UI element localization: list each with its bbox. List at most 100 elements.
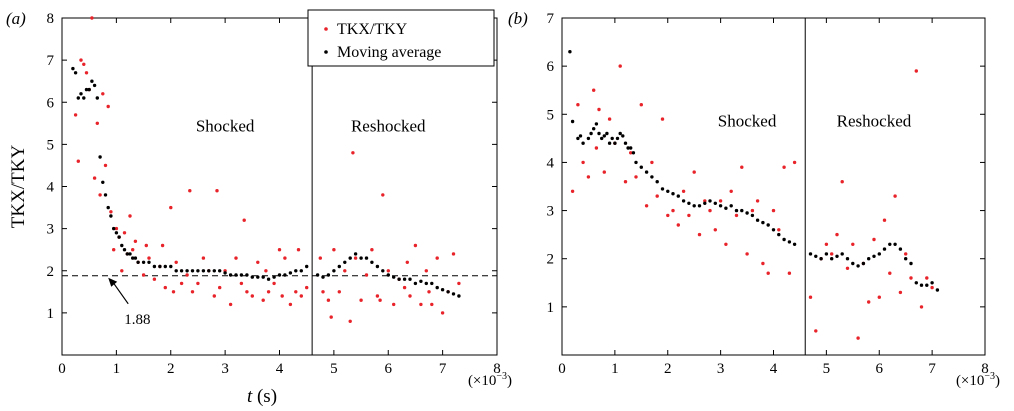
- panel-a-point: [71, 66, 75, 71]
- panel-b-point: [814, 254, 818, 258]
- panel-b-point: [634, 175, 638, 179]
- panel-a-xtick-label: 3: [221, 361, 229, 377]
- panel-b-point: [623, 180, 628, 184]
- panel-b-point: [623, 141, 628, 145]
- panel-a-point: [114, 231, 119, 235]
- panel-a-reference-annotation: 1.88: [124, 312, 150, 328]
- panel-a-point: [427, 290, 431, 294]
- panel-b-point: [708, 208, 712, 213]
- panel-a-point: [283, 273, 287, 277]
- panel-a-point: [343, 269, 347, 273]
- panel-a-point: [397, 277, 401, 281]
- panel-b-point: [631, 151, 636, 155]
- panel-b-point: [930, 281, 934, 285]
- panel-a-point: [163, 264, 167, 269]
- panel-a-xtick-label: 2: [167, 361, 175, 377]
- panel-a-point: [440, 288, 445, 292]
- panel-a-point: [451, 292, 456, 296]
- panel-a-point: [381, 193, 385, 197]
- panel-a-point: [98, 193, 102, 197]
- panel-b-point: [734, 208, 739, 213]
- panel-a-point: [73, 113, 78, 117]
- panel-b-point: [687, 201, 691, 205]
- panel-a-point: [144, 243, 148, 248]
- panel-a-ytick-label: 4: [47, 180, 55, 196]
- panel-a-point: [375, 294, 380, 298]
- panel-a-point: [131, 248, 135, 252]
- panel-b-plot-frame: [561, 17, 986, 356]
- panel-a-point: [174, 260, 178, 264]
- panel-a-point: [277, 273, 282, 277]
- panel-a-point: [207, 269, 211, 273]
- panel-b-point: [877, 252, 881, 256]
- panel-b-point: [782, 165, 786, 169]
- panel-b-ytick-label: 5: [547, 107, 555, 123]
- panel-a-series-tkx-tky: [73, 16, 461, 323]
- panel-b-point: [605, 131, 609, 136]
- panel-b-point: [660, 117, 665, 121]
- panel-a-point: [169, 264, 173, 269]
- panel-b-point: [755, 218, 760, 222]
- panel-b-x-multiplier: (×10−3): [956, 371, 1000, 389]
- panel-a-point: [424, 269, 428, 273]
- panel-b-point: [697, 204, 702, 208]
- panel-b-point: [856, 336, 860, 340]
- panel-b-point: [589, 131, 593, 136]
- panel-a-point: [321, 290, 325, 294]
- panel-b-point: [581, 141, 585, 145]
- panel-b-point: [639, 165, 643, 169]
- panel-b-xtick-label: 3: [717, 361, 725, 377]
- panel-a-point: [329, 315, 333, 319]
- panel-a-point: [185, 273, 189, 277]
- panel-b-point: [914, 69, 918, 73]
- panel-a-point: [114, 226, 119, 231]
- panel-b-point: [840, 252, 844, 256]
- panel-b-point: [771, 208, 776, 213]
- panel-a-point: [266, 290, 271, 294]
- panel-a-point: [190, 269, 195, 273]
- panel-b-point: [766, 223, 770, 227]
- panel-b-point: [888, 271, 892, 275]
- panel-b-point: [861, 261, 866, 266]
- panel-a-point: [348, 319, 352, 323]
- panel-b-point: [745, 252, 749, 256]
- panel-a-point: [212, 269, 216, 273]
- panel-b-point: [830, 252, 834, 256]
- panel-a-point: [332, 248, 336, 252]
- panel-a-point: [294, 269, 298, 273]
- panel-b-point: [840, 180, 844, 184]
- panel-a-xtick-label: 8: [493, 361, 501, 377]
- panel-a-point: [326, 298, 331, 302]
- panel-b-point: [867, 300, 871, 304]
- panel-b-point: [919, 283, 924, 287]
- panel-b-point: [904, 252, 908, 256]
- panel-a-point: [392, 275, 396, 279]
- panel-a-point: [82, 96, 86, 100]
- panel-a-point: [125, 252, 129, 256]
- panel-a-region-label: Reshocked: [351, 117, 426, 136]
- panel-a-point: [419, 279, 423, 283]
- panel-b-point: [888, 242, 892, 246]
- panel-a-point: [234, 256, 238, 260]
- panel-b-point: [655, 194, 659, 198]
- panel-b-point: [570, 189, 575, 193]
- panel-b-point: [639, 103, 643, 107]
- panel-a-point: [370, 248, 374, 252]
- panel-a-point: [201, 269, 206, 273]
- panel-b-point: [792, 242, 797, 246]
- panel-b-point: [750, 208, 755, 213]
- panel-b-point: [610, 136, 614, 141]
- panel-b-point: [882, 247, 887, 251]
- panel-a-point: [457, 294, 461, 298]
- panel-b-point: [576, 103, 580, 107]
- panel-a-point: [337, 264, 341, 269]
- panel-b-point: [597, 107, 601, 112]
- panel-b-point: [734, 213, 739, 218]
- panel-a-point: [218, 285, 222, 290]
- panel-b-point: [594, 146, 599, 150]
- panel-b-point: [755, 199, 760, 203]
- panel-b-point: [851, 242, 855, 246]
- panel-b-point: [666, 189, 670, 193]
- panel-b-point: [777, 228, 781, 232]
